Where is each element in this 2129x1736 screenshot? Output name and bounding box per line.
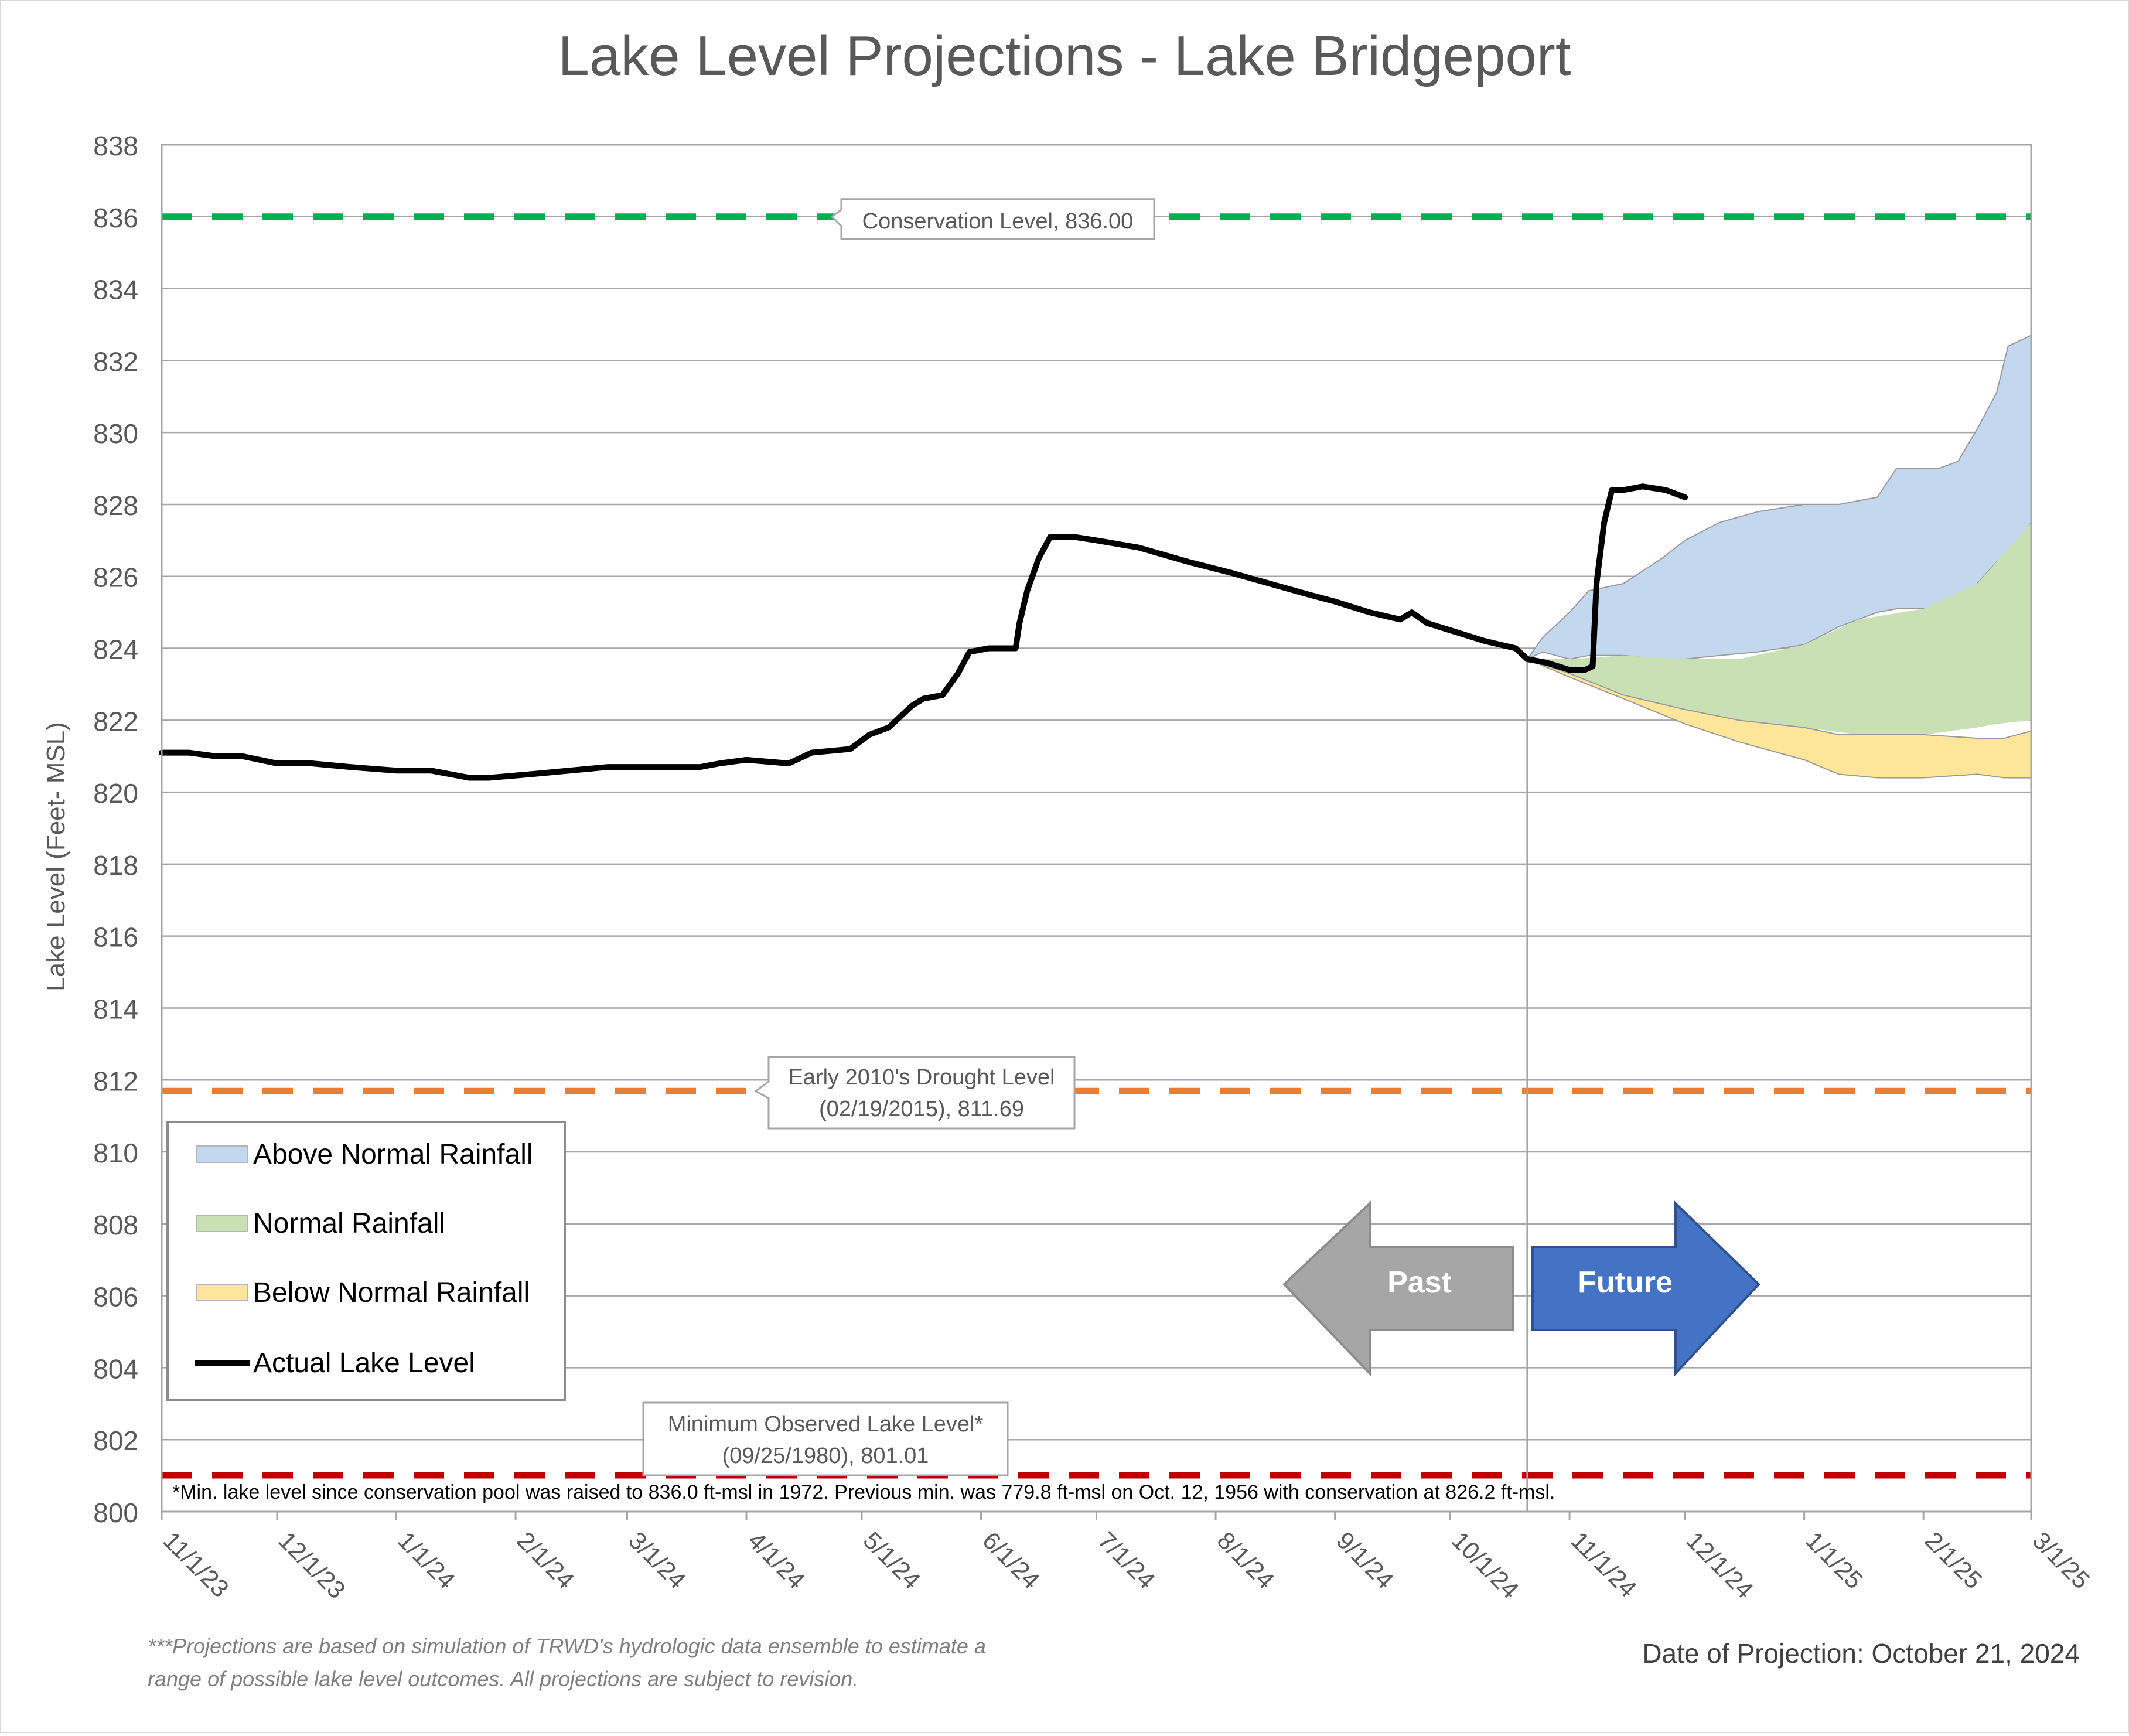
y-tick-label: 804 — [93, 1353, 138, 1384]
y-tick-label: 818 — [93, 850, 138, 881]
y-tick-label: 834 — [93, 275, 138, 305]
future-arrow-shape — [1531, 1200, 1760, 1377]
y-tick-label: 832 — [93, 346, 138, 377]
actual-lake-level-series — [159, 483, 1688, 781]
future-arrow-label: Future — [1578, 1266, 1673, 1300]
min-level-footnote: *Min. lake level since conservation pool… — [172, 1481, 1555, 1503]
y-tick-label: 814 — [93, 994, 138, 1024]
actual-lake-level-line — [159, 483, 1688, 781]
legend-label-below-normal: Below Normal Rainfall — [253, 1277, 530, 1308]
future-arrow: Future — [1531, 1200, 1760, 1377]
y-tick-label: 838 — [93, 131, 138, 161]
legend-box — [166, 1121, 566, 1401]
projection-footnote: ***Projections are based on simulation o… — [148, 1634, 986, 1691]
projection-footnote-line-2: range of possible lake level outcomes. A… — [148, 1667, 858, 1691]
legend-label-actual: Actual Lake Level — [253, 1348, 475, 1379]
conservation-level-label: Conservation Level, 836.00 — [862, 209, 1134, 234]
legend-swatch-above-normal — [196, 1145, 248, 1163]
y-tick-label: 830 — [93, 418, 138, 449]
minimum-level-label-line-2: (09/25/1980), 801.01 — [722, 1444, 929, 1468]
date-of-projection: Date of Projection: October 21, 2024 — [1642, 1638, 2080, 1669]
y-tick-label: 802 — [93, 1425, 138, 1456]
conservation-level-callout-box — [830, 198, 1155, 240]
legend-swatch-below-normal — [196, 1284, 248, 1301]
y-tick-label: 836 — [93, 203, 138, 233]
y-axis-ticks: 800 802 804 806 808 810 812 814 816 818 820 822 824 8… — [93, 131, 138, 1528]
past-arrow-label: Past — [1387, 1266, 1452, 1300]
reference-labels: Conservation Level, 836.00 Early 2010's D… — [642, 198, 1155, 1476]
y-tick-label: 812 — [93, 1066, 138, 1096]
minimum-level-label-line-1: Minimum Observed Lake Level* — [668, 1412, 984, 1437]
y-tick-label: 826 — [93, 562, 138, 593]
y-axis-label: Lake Level (Feet- MSL) — [42, 722, 70, 991]
conservation-level-callout: Conservation Level, 836.00 — [830, 198, 1155, 240]
drought-level-callout-box — [754, 1056, 1076, 1130]
band-normal — [1527, 522, 2031, 735]
y-tick-label: 820 — [93, 778, 138, 809]
y-tick-label: 806 — [93, 1282, 138, 1312]
legend-label-above-normal: Above Normal Rainfall — [253, 1139, 533, 1170]
past-arrow-shape — [1282, 1200, 1514, 1376]
minimum-level-callout-box — [642, 1401, 1009, 1476]
drought-level-label-line-2: (02/19/2015), 811.69 — [819, 1097, 1024, 1121]
chart-title: Lake Level Projections - Lake Bridgeport — [558, 25, 1571, 87]
y-tick-label: 824 — [93, 635, 138, 665]
legend-label-normal: Normal Rainfall — [253, 1208, 445, 1239]
y-tick-label: 828 — [93, 490, 138, 521]
projection-footnote-line-1: ***Projections are based on simulation o… — [148, 1634, 986, 1658]
y-tick-label: 816 — [93, 922, 138, 953]
legend-swatch-normal — [196, 1215, 248, 1232]
past-arrow: Past — [1282, 1200, 1514, 1376]
legend: Above Normal Rainfall Normal Rainfall Be… — [166, 1121, 566, 1401]
minimum-level-callout: Minimum Observed Lake Level* (09/25/1980)… — [642, 1401, 1009, 1476]
y-tick-label: 822 — [93, 706, 138, 736]
y-tick-label: 808 — [93, 1210, 138, 1240]
y-tick-label: 800 — [93, 1498, 138, 1528]
y-tick-label: 810 — [93, 1138, 138, 1168]
drought-level-callout: Early 2010's Drought Level (02/19/2015), … — [754, 1056, 1076, 1130]
drought-level-label-line-1: Early 2010's Drought Level — [788, 1065, 1055, 1090]
